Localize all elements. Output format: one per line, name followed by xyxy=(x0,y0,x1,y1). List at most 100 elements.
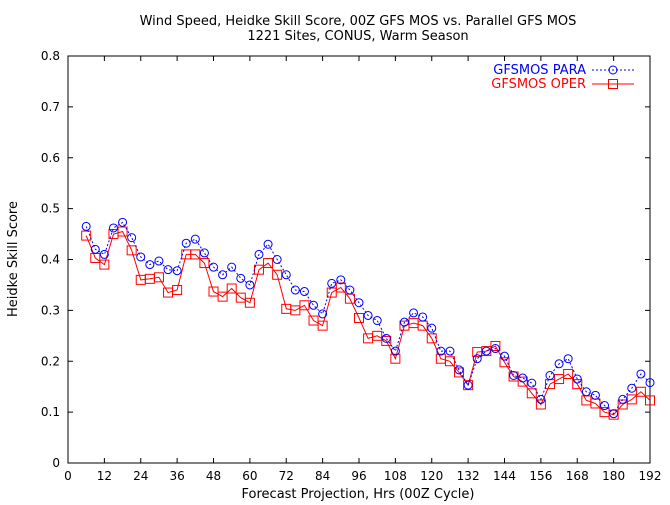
data-point xyxy=(108,223,118,233)
x-tick-label: 144 xyxy=(493,469,516,483)
y-tick-label: 0.1 xyxy=(41,405,60,419)
data-point xyxy=(190,249,201,260)
data-point xyxy=(463,380,473,390)
legend-label-gfsmos-para: GFSMOS PARA xyxy=(493,63,586,78)
data-point xyxy=(563,354,573,364)
y-tick-label: 0.2 xyxy=(41,354,60,368)
data-point xyxy=(554,374,565,385)
x-tick-label: 0 xyxy=(64,469,72,483)
data-point xyxy=(645,395,655,406)
legend-label-gfsmos-oper: GFSMOS OPER xyxy=(491,77,586,92)
data-point xyxy=(181,238,191,248)
data-point xyxy=(608,409,619,420)
data-point xyxy=(390,346,400,356)
data-point xyxy=(127,233,137,243)
data-point xyxy=(481,346,491,356)
data-point xyxy=(190,234,200,244)
data-point xyxy=(308,315,319,326)
data-point xyxy=(445,346,455,356)
data-point xyxy=(517,376,528,387)
x-tick-label: 72 xyxy=(279,469,294,483)
data-point xyxy=(627,383,637,393)
y-tick-label: 0.6 xyxy=(41,151,60,165)
data-point xyxy=(490,340,501,351)
data-point xyxy=(327,278,337,288)
x-tick-label: 156 xyxy=(529,469,552,483)
data-point xyxy=(226,283,237,294)
data-point xyxy=(581,387,591,397)
data-point xyxy=(572,379,583,390)
data-point xyxy=(281,270,291,280)
x-tick-label: 168 xyxy=(566,469,589,483)
x-tick-label: 192 xyxy=(639,469,662,483)
x-tick-label: 12 xyxy=(97,469,112,483)
y-tick-label: 0.4 xyxy=(41,253,60,267)
data-point xyxy=(518,373,528,383)
x-tick-label: 120 xyxy=(420,469,443,483)
data-point xyxy=(508,371,519,382)
data-point xyxy=(354,313,364,324)
data-point xyxy=(626,394,637,405)
x-tick-label: 108 xyxy=(384,469,407,483)
x-tick-label: 60 xyxy=(242,469,257,483)
data-point xyxy=(172,285,183,296)
data-point xyxy=(354,298,364,308)
chart-subtitle: 1221 Sites, CONUS, Warm Season xyxy=(247,29,468,44)
x-tick-label: 48 xyxy=(206,469,221,483)
series-layer xyxy=(81,217,655,420)
x-axis-label: Forecast Projection, Hrs (00Z Cycle) xyxy=(242,487,475,502)
data-point xyxy=(254,249,264,259)
x-tick-label: 36 xyxy=(169,469,184,483)
data-point xyxy=(472,354,482,364)
x-tick-label: 180 xyxy=(602,469,625,483)
data-point xyxy=(454,367,465,378)
series-line-gfsmos-para xyxy=(85,221,651,415)
data-point xyxy=(208,286,219,297)
data-point xyxy=(426,333,437,344)
data-point xyxy=(136,252,146,262)
data-point xyxy=(600,401,610,411)
data-point xyxy=(499,357,510,368)
data-point xyxy=(381,333,391,343)
data-point xyxy=(272,269,283,280)
data-point xyxy=(99,249,109,259)
data-point xyxy=(326,287,337,298)
data-point xyxy=(572,374,582,384)
data-point xyxy=(163,265,173,275)
x-tick-label: 132 xyxy=(457,469,480,483)
data-point xyxy=(409,308,419,318)
data-point xyxy=(645,378,655,388)
data-point xyxy=(299,287,309,297)
data-point xyxy=(536,394,546,404)
data-point xyxy=(609,409,619,419)
data-point xyxy=(145,260,155,270)
data-point xyxy=(399,317,409,327)
data-point xyxy=(454,365,464,375)
data-point xyxy=(427,323,437,333)
series-gfsmos-oper xyxy=(81,226,655,420)
data-point xyxy=(245,280,255,290)
data-point xyxy=(527,378,537,388)
data-point xyxy=(635,386,646,397)
data-point xyxy=(118,217,128,227)
data-point xyxy=(418,312,428,322)
data-point xyxy=(526,388,537,399)
data-point xyxy=(545,370,555,380)
data-point xyxy=(490,344,500,354)
data-point xyxy=(99,259,110,270)
x-axis: 0 12 24 36 48 60 72 84 96 108 120 132 144 156 168 180 19… xyxy=(64,56,661,483)
y-axis-label: Heidke Skill Score xyxy=(6,201,21,317)
data-point xyxy=(363,310,373,320)
data-point xyxy=(590,390,600,400)
data-point xyxy=(509,370,519,380)
data-point xyxy=(199,248,209,258)
data-point xyxy=(318,309,328,319)
x-tick-label: 96 xyxy=(351,469,366,483)
legend-marker-gfsmos-para xyxy=(608,65,618,75)
data-point xyxy=(372,330,383,341)
data-point xyxy=(436,346,446,356)
data-point xyxy=(618,394,628,404)
data-point xyxy=(227,262,237,272)
y-tick-label: 0.8 xyxy=(41,49,60,63)
